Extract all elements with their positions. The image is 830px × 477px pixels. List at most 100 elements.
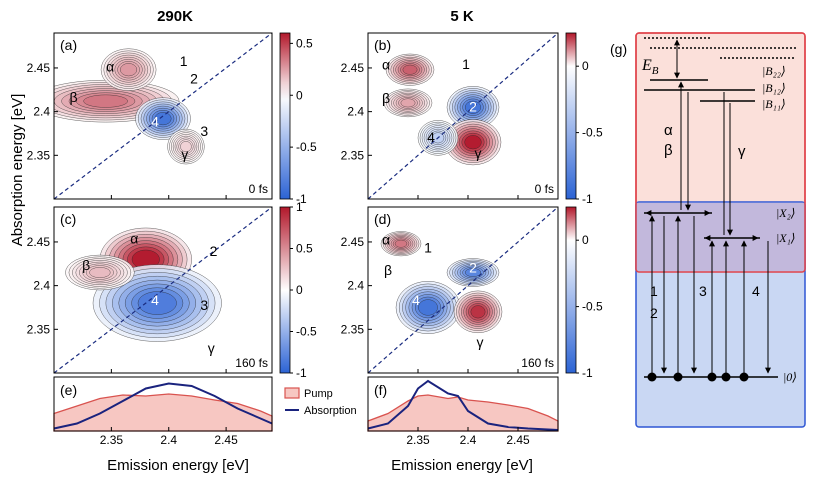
colorbar (279, 32, 291, 200)
colorbar-tick-label: 0.5 (296, 36, 313, 50)
peak-label: γ (475, 145, 482, 161)
heatmap-peak (446, 258, 500, 287)
energy-level-diagram: (g) EB |B₂₂⟩ |B₁₂⟩ |B₁₁⟩ |X₂⟩ |X₁⟩ |0⟩ (610, 32, 806, 428)
peak-label: γ (181, 146, 188, 162)
ground-dot (739, 372, 749, 382)
y-tick-label: 2.35 (27, 148, 51, 162)
y-tick-label: 2.35 (341, 148, 365, 162)
state-x2-label: |X₂⟩ (776, 206, 795, 220)
colorbar (279, 206, 291, 374)
colorbar-tick-label: -1 (296, 192, 307, 206)
ground-dot (721, 372, 731, 382)
absorption-spectrum (367, 379, 559, 431)
heatmap-peak (380, 231, 422, 257)
x-tick-label: 2.35 (100, 433, 124, 447)
peak-label: 1 (180, 53, 188, 69)
panel-time: 160 fs (235, 356, 268, 370)
y-tick-label: 2.45 (341, 61, 365, 75)
b-band-border-overlay (635, 32, 806, 273)
peak-label: α (130, 231, 138, 247)
panel-frame (53, 206, 273, 374)
panel-c: 2.45 2.4 2.35 (c) 160 fs α β 2 3 γ 4 1 0.5 0 -0.5 -1 (27, 200, 317, 380)
legend-pump-swatch (284, 387, 300, 399)
colorbar-tick-label: -0.5 (582, 300, 603, 314)
spectrum-panel-e: (e) 2.35 2.4 2.45 (53, 376, 273, 447)
colorbar-tick-label: 0 (582, 59, 589, 73)
panel-d: 2.45 2.4 2.35 (d) 160 fs α 1 β 2 4 γ 0 -0.5 -1 (341, 206, 603, 380)
transition-4-label: 4 (752, 283, 760, 299)
legend-absorption-label: Absorption (304, 405, 357, 417)
y-tick-label: 2.45 (341, 235, 365, 249)
heatmap-peak (444, 119, 502, 166)
ground-dot (673, 372, 683, 382)
heatmap-peak (385, 53, 435, 86)
pump-spectrum (53, 393, 273, 432)
panel-frame (367, 376, 559, 432)
panel-frame (53, 376, 273, 432)
colorbar (565, 206, 577, 374)
peak-label: α (382, 57, 390, 73)
band-overlap (636, 202, 805, 272)
column-title-5k: 5 K (450, 8, 474, 25)
state-x1-label: |X₁⟩ (776, 231, 795, 245)
x-axis-label-left: Emission energy [eV] (107, 457, 249, 474)
peak-label: 2 (469, 260, 477, 276)
heatmap-peak (453, 290, 503, 334)
heatmap-peak (92, 264, 222, 342)
peak-label: γ (477, 334, 484, 350)
peak-label: 4 (427, 129, 435, 145)
peak-label: 3 (200, 297, 208, 313)
peak-label: 1 (424, 239, 432, 255)
diagonal-line (54, 33, 272, 199)
panel-letter: (d) (374, 211, 391, 227)
column-title-290k: 290K (157, 8, 193, 25)
y-axis-label: Absorption energy [eV] (9, 94, 26, 247)
peak-label: β (384, 262, 392, 278)
pump-spectrum (367, 394, 559, 432)
y-tick-label: 2.45 (27, 235, 51, 249)
heatmap-peak (100, 48, 157, 91)
transition-alpha-label: α (664, 122, 673, 139)
panel-letter: (f) (374, 382, 387, 398)
peak-label: 4 (151, 113, 159, 129)
diagonal-line (368, 207, 558, 373)
colorbar-tick-label: -1 (582, 192, 593, 206)
y-tick-label: 2.4 (33, 279, 50, 293)
ground-dot (707, 372, 717, 382)
peak-label: 2 (190, 71, 198, 87)
peak-label: 2 (210, 243, 218, 259)
panel-frame (53, 32, 273, 200)
diagonal-line (54, 207, 272, 373)
colorbar (565, 32, 577, 200)
colorbar-tick-label: -1 (296, 366, 307, 380)
peak-label: γ (208, 340, 215, 356)
y-tick-label: 2.4 (347, 105, 364, 119)
transition-1-label: 1 (650, 283, 658, 299)
colorbar-tick-label: 0 (582, 233, 589, 247)
diagram-letter: (g) (610, 41, 627, 57)
binding-energy-label: EB (641, 57, 659, 77)
peak-label: β (82, 257, 90, 273)
colorbar-tick-label: -0.5 (296, 140, 317, 154)
x-tick-label: 2.4 (460, 433, 477, 447)
y-tick-label: 2.4 (33, 105, 50, 119)
transition-beta-label: β (664, 142, 673, 159)
state-b22-label: |B₂₂⟩ (762, 64, 786, 78)
panel-time: 160 fs (521, 356, 554, 370)
transition-gamma-label: γ (738, 143, 746, 160)
peak-label: 1 (462, 56, 470, 72)
absorption-spectrum (53, 382, 273, 430)
heatmap-peak (135, 97, 191, 140)
panel-letter: (e) (60, 382, 77, 398)
state-b11-label: |B₁₁⟩ (762, 97, 786, 111)
colorbar-tick-label: -0.5 (582, 126, 603, 140)
heatmap-peak (383, 88, 433, 118)
colorbar-tick-label: -1 (582, 366, 593, 380)
colorbar-tick-label: 0 (296, 283, 303, 297)
y-tick-label: 2.4 (347, 279, 364, 293)
y-tick-label: 2.35 (341, 322, 365, 336)
panel-time: 0 fs (535, 182, 554, 196)
panel-letter: (c) (60, 211, 76, 227)
ground-dot (647, 372, 657, 382)
